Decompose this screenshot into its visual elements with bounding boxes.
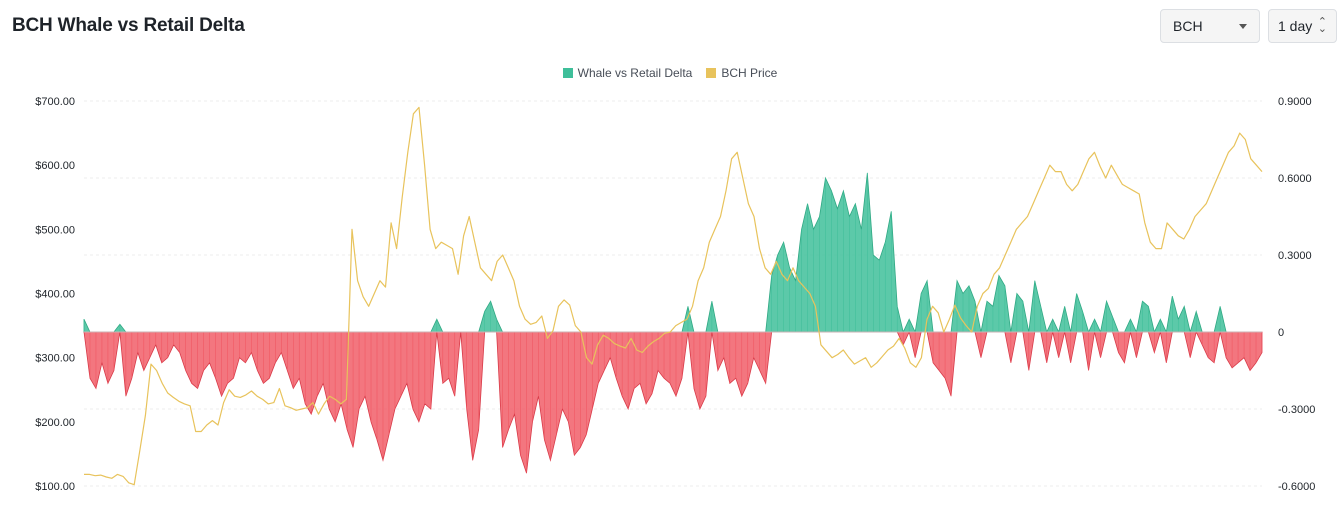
legend-label-price: BCH Price <box>721 66 778 80</box>
right-axis-tick-label: -0.6000 <box>1278 481 1315 493</box>
legend-label-delta: Whale vs Retail Delta <box>577 66 693 80</box>
left-axis-tick-label: $500.00 <box>35 224 75 236</box>
left-axis-tick-label: $600.00 <box>35 160 75 172</box>
left-axis-tick-label: $400.00 <box>35 289 75 301</box>
interval-select-value: 1 day <box>1278 18 1313 34</box>
legend-item-delta[interactable]: Whale vs Retail Delta <box>562 66 693 80</box>
right-axis-tick-label: -0.3000 <box>1278 404 1315 416</box>
right-axis-tick-label: 0.3000 <box>1278 250 1312 262</box>
left-axis-tick-label: $100.00 <box>35 481 75 493</box>
legend-swatch-price <box>706 68 717 78</box>
coin-select-value: BCH <box>1173 18 1203 34</box>
page-title: BCH Whale vs Retail Delta <box>12 15 245 36</box>
legend-item-price[interactable]: BCH Price <box>706 66 777 80</box>
left-axis-tick-label: $700.00 <box>35 96 75 108</box>
right-axis-tick-label: 0.9000 <box>1278 96 1312 108</box>
left-axis-tick-label: $200.00 <box>35 417 75 429</box>
delta-positive-area <box>83 172 1262 334</box>
right-axis-tick-label: 0 <box>1278 327 1284 339</box>
left-axis-tick-label: $300.00 <box>35 353 75 365</box>
delta-negative-area <box>83 330 1263 474</box>
legend-swatch-delta <box>562 68 573 78</box>
interval-select[interactable]: 1 day ⌃ ⌄ <box>1268 9 1337 43</box>
right-axis-tick-label: 0.6000 <box>1278 173 1312 185</box>
up-down-arrows-icon: ⌃ ⌄ <box>1317 16 1327 35</box>
chart-legend: Whale vs Retail Delta BCH Price <box>0 66 1340 80</box>
coin-select[interactable]: BCH <box>1160 9 1260 43</box>
price-line <box>84 106 1263 486</box>
chevron-down-icon <box>1239 23 1247 29</box>
